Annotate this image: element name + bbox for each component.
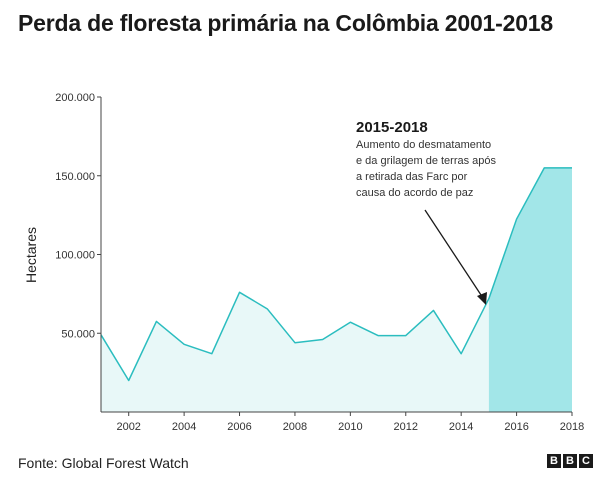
series-line (100, 167, 572, 382)
x-tick-label: 2018 (560, 421, 584, 433)
x-tick-label: 2004 (172, 421, 196, 433)
y-tick-label: 200.000 (55, 92, 95, 104)
annotation-line: a retirada das Farc por (356, 171, 468, 183)
y-gridlines (97, 96, 101, 334)
bbc-logo: B B C (547, 454, 593, 468)
x-tick-label: 2010 (338, 421, 362, 433)
x-tick-label: 2008 (283, 421, 307, 433)
x-axis-ticks: 2002 2004 2006 2008 2010 2012 2014 2016 2018 (116, 412, 584, 433)
logo-block: C (579, 454, 593, 468)
area-fill-baseline (101, 292, 489, 412)
chart-axes (100, 97, 572, 413)
area-fill-highlight (488, 167, 572, 412)
x-tick-label: 2014 (449, 421, 473, 433)
logo-block: B (547, 454, 561, 468)
chart-title: Perda de floresta primária na Colômbia 2… (18, 10, 553, 36)
annotation-line: Aumento do desmatamento (356, 139, 491, 151)
y-tick-label: 50.000 (61, 328, 95, 340)
y-axis-label: Hectares (23, 227, 39, 283)
y-axis-ticks: 50.000 100.000 150.000 200.000 (55, 92, 95, 340)
x-tick-label: 2006 (227, 421, 251, 433)
annotation-title: 2015-2018 (356, 119, 428, 136)
x-tick-label: 2002 (116, 421, 140, 433)
annotation-line: e da grilagem de terras após (356, 155, 497, 167)
chart-areas (101, 167, 572, 412)
x-tick-label: 2012 (394, 421, 418, 433)
logo-block: B (563, 454, 577, 468)
y-tick-label: 100.000 (55, 250, 95, 262)
annotation-line: causa do acordo de paz (356, 187, 473, 199)
x-tick-label: 2016 (504, 421, 528, 433)
y-tick-label: 150.000 (55, 171, 95, 183)
annotation-arrow-head (477, 292, 487, 305)
annotation-arrow-line (424, 209, 484, 299)
source-note: Fonte: Global Forest Watch (18, 455, 189, 471)
chart-annotation: 2015-2018 Aumento do desmatamento e da g… (356, 119, 497, 305)
series-layer (100, 167, 572, 382)
